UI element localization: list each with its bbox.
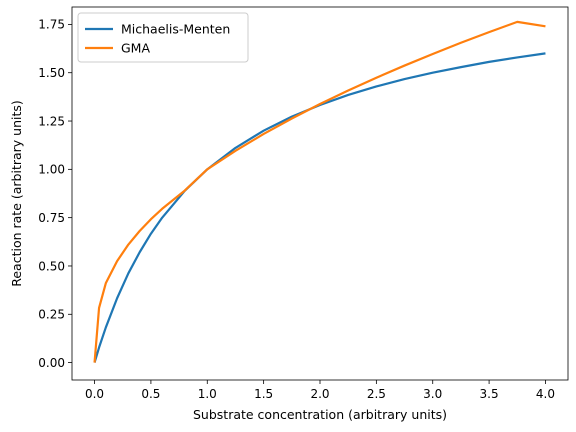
plot-lines [93,20,546,363]
x-tick-label: 0.0 [85,387,104,401]
y-tick-label: 0.75 [38,211,65,225]
series-line-gma [93,20,546,363]
series-line-michaelis-menten [93,52,546,363]
y-tick-label: 1.50 [38,66,65,80]
y-tick-label: 0.25 [38,308,65,322]
y-axis-ticks: 0.00 0.25 0.50 0.75 1.00 1.25 1.50 1.75 [38,18,72,370]
y-tick-label: 0.50 [38,259,65,273]
x-tick-label: 2.5 [367,387,386,401]
x-tick-label: 1.5 [254,387,273,401]
legend-label-michaelis-menten: Michaelis-Menten [121,22,230,37]
y-tick-label: 1.25 [38,114,65,128]
y-axis-label: Reaction rate (arbitrary units) [9,100,24,287]
legend: Michaelis-Menten GMA [77,12,249,63]
x-tick-label: 3.5 [480,387,499,401]
legend-box [77,12,249,63]
y-tick-label: 0.00 [38,356,65,370]
x-tick-label: 2.0 [310,387,329,401]
y-tick-label: 1.75 [38,18,65,32]
x-tick-label: 1.0 [198,387,217,401]
y-tick-label: 1.00 [38,163,65,177]
x-axis-ticks: 0.0 0.5 1.0 1.5 2.0 2.5 3.0 3.5 4.0 [85,380,555,401]
legend-label-gma: GMA [121,41,150,56]
x-tick-label: 4.0 [536,387,555,401]
x-tick-label: 3.0 [423,387,442,401]
x-tick-label: 0.5 [141,387,160,401]
x-axis-label: Substrate concentration (arbitrary units… [193,407,447,422]
